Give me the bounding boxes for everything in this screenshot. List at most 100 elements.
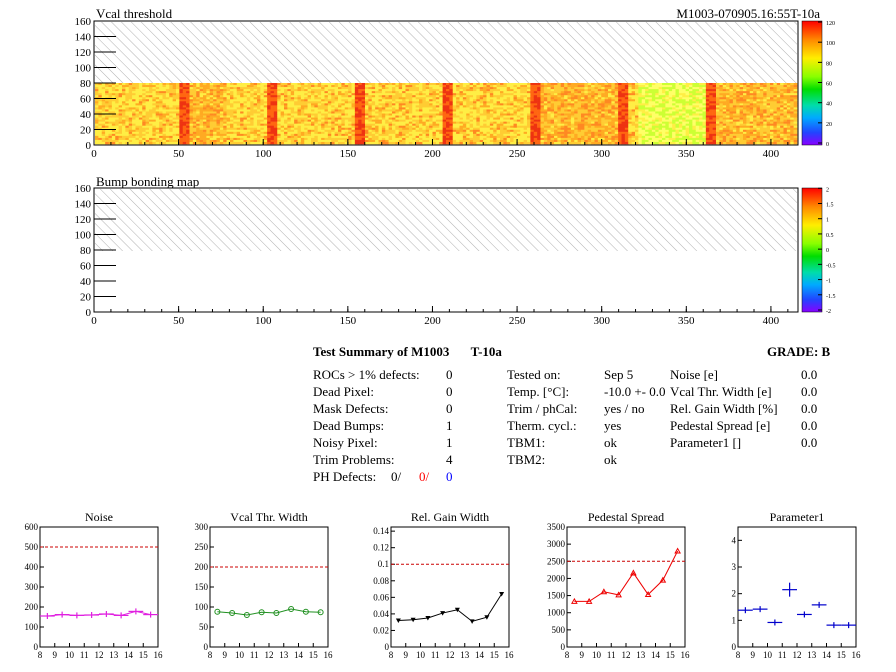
heatmap-cell — [142, 121, 146, 124]
heatmap-cell — [554, 119, 558, 122]
heatmap-cell — [638, 87, 643, 90]
heatmap-cell — [614, 101, 619, 104]
heatmap-cell — [155, 125, 160, 129]
heatmap-cell — [533, 109, 538, 112]
heatmap-cell — [270, 129, 275, 133]
heatmap-cell — [516, 111, 521, 114]
heatmap-cell — [192, 111, 197, 114]
heatmap-cell — [321, 105, 325, 108]
heatmap-cell — [297, 135, 302, 139]
heatmap-cell — [483, 93, 487, 96]
heatmap-cell — [280, 103, 285, 106]
heatmap-cell — [368, 93, 373, 96]
heatmap-cell — [317, 125, 322, 129]
heatmap-cell — [419, 135, 423, 139]
heatmap-cell — [253, 91, 258, 94]
heatmap-cell — [307, 103, 312, 106]
heatmap-cell — [361, 115, 366, 118]
heatmap-cell — [135, 85, 140, 88]
heatmap-cell — [263, 135, 268, 139]
heatmap-cell — [240, 97, 244, 100]
heatmap-cell — [233, 105, 238, 108]
heatmap-cell — [574, 101, 578, 104]
heatmap-cell — [624, 89, 629, 92]
heatmap-cell — [294, 103, 298, 106]
heatmap-cell — [341, 83, 346, 86]
heatmap-cell — [162, 95, 167, 98]
heatmap-cell — [226, 105, 231, 108]
heatmap-cell — [209, 95, 214, 98]
heatmap-cell — [381, 103, 386, 106]
heatmap-cell — [128, 107, 133, 110]
heatmap-cell — [648, 135, 653, 139]
heatmap-cell — [277, 121, 281, 124]
heatmap-cell — [483, 129, 487, 133]
heatmap-cell — [483, 141, 487, 145]
heatmap-cell — [611, 139, 616, 143]
heatmap-cell — [270, 97, 275, 100]
heatmap-cell — [240, 131, 244, 135]
heatmap-cell — [307, 119, 312, 122]
heatmap-cell — [344, 87, 349, 90]
heatmap-cell — [523, 119, 528, 122]
heatmap-cell — [452, 123, 457, 126]
heatmap-cell — [493, 125, 497, 129]
heatmap-cell — [638, 133, 643, 137]
heatmap-cell — [523, 95, 528, 98]
heatmap-cell — [263, 125, 268, 129]
heatmap-cell — [176, 117, 180, 120]
heatmap-cell — [516, 137, 521, 141]
heatmap-cell — [334, 109, 339, 112]
heatmap-cell — [300, 115, 305, 118]
heatmap-cell — [122, 135, 126, 139]
heatmap-cell — [557, 135, 562, 139]
heatmap-cell — [230, 91, 234, 94]
heatmap-cell — [135, 111, 140, 114]
heatmap-cell — [122, 83, 126, 86]
heatmap-cell — [172, 113, 177, 116]
heatmap-cell — [408, 119, 413, 122]
heatmap-cell — [530, 105, 535, 108]
heatmap-cell — [324, 97, 329, 100]
heatmap-cell — [213, 117, 217, 120]
heatmap-cell — [533, 137, 538, 141]
heatmap-cell — [358, 107, 362, 110]
heatmap-cell — [621, 89, 626, 92]
heatmap-cell — [466, 107, 470, 110]
heatmap-cell — [422, 137, 427, 141]
heatmap-cell — [456, 115, 460, 118]
heatmap-cell — [635, 127, 639, 131]
heatmap-cell — [236, 119, 241, 122]
heatmap-cell — [476, 109, 481, 112]
heatmap-cell — [408, 125, 413, 129]
heatmap-cell — [527, 129, 531, 133]
heatmap-cell — [138, 125, 143, 129]
heatmap-cell — [300, 141, 305, 145]
heatmap-cell — [537, 135, 541, 139]
heatmap-cell — [145, 95, 150, 98]
heatmap-cell — [358, 109, 362, 112]
heatmap-cell — [587, 91, 592, 94]
heatmap-cell — [216, 121, 221, 124]
heatmap-cell — [577, 133, 582, 137]
heatmap-cell — [108, 107, 113, 110]
heatmap-cell — [375, 85, 379, 88]
heatmap-cell — [348, 97, 352, 100]
heatmap-cell — [408, 97, 413, 100]
heatmap-cell — [105, 125, 109, 129]
hatched-region — [95, 22, 797, 83]
heatmap-cell — [311, 139, 315, 143]
heatmap-cell — [442, 133, 447, 137]
heatmap-cell — [348, 115, 352, 118]
heatmap-cell — [557, 139, 562, 143]
heatmap-cell — [273, 83, 278, 86]
heatmap-cell — [422, 131, 427, 135]
heatmap-cell — [543, 85, 548, 88]
heatmap-cell — [516, 91, 521, 94]
heatmap-cell — [219, 97, 224, 100]
heatmap-cell — [537, 121, 541, 124]
heatmap-cell — [618, 133, 622, 137]
heatmap-cell — [213, 123, 217, 126]
heatmap-cell — [624, 135, 629, 139]
heatmap-cell — [527, 89, 531, 92]
